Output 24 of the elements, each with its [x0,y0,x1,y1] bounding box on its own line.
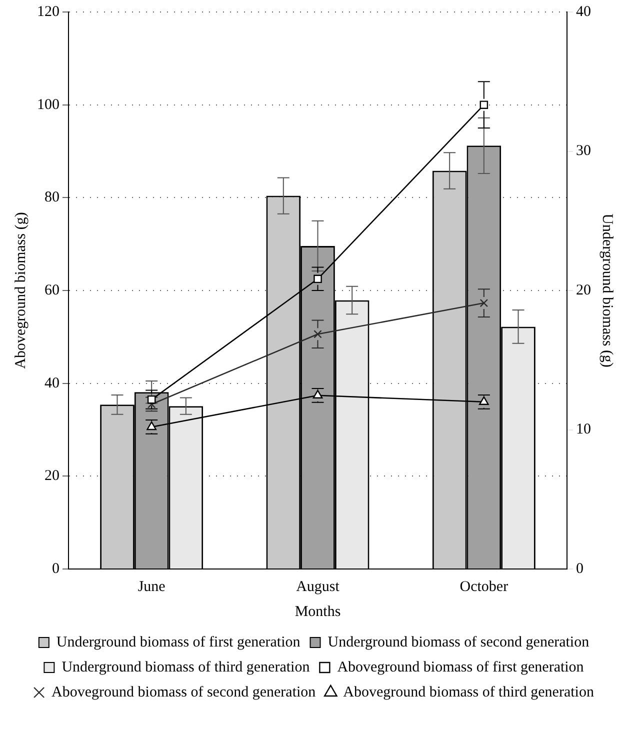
y-tick-label: 80 [44,190,60,206]
x-tick-label: October [460,578,508,595]
y2-tick-label: 30 [576,143,591,160]
y2-axis-title: Underground biomass (g) [599,214,616,368]
y-tick-label: 100 [37,96,60,113]
y-tick-label: 20 [44,468,60,484]
legend-label: Aboveground biomass of third generation [343,684,594,700]
y-tick-label: 40 [44,375,60,392]
legend-label: Aboveground biomass of first generation [337,659,584,676]
y2-tick-label: 40 [576,4,591,20]
x-tick-label: August [296,578,340,595]
y-tick-label: 0 [52,560,60,577]
y2-tick-label: 10 [576,422,591,438]
legend-label: Underground biomass of second generation [328,634,590,650]
x-axis-title: Months [294,604,341,620]
legend-label: Underground biomass of first generation [56,634,301,650]
x-tick-label: June [138,578,166,595]
y2-tick-label: 20 [576,282,591,298]
legend-label: Underground biomass of third generation [62,659,310,676]
y-tick-label: 60 [44,282,60,298]
y-axis-title: Aboveground biomass (g) [12,212,29,369]
y-tick-label: 120 [37,4,60,20]
legend-label: Aboveground biomass of second generation [52,684,316,700]
y2-tick-label: 0 [576,560,584,577]
